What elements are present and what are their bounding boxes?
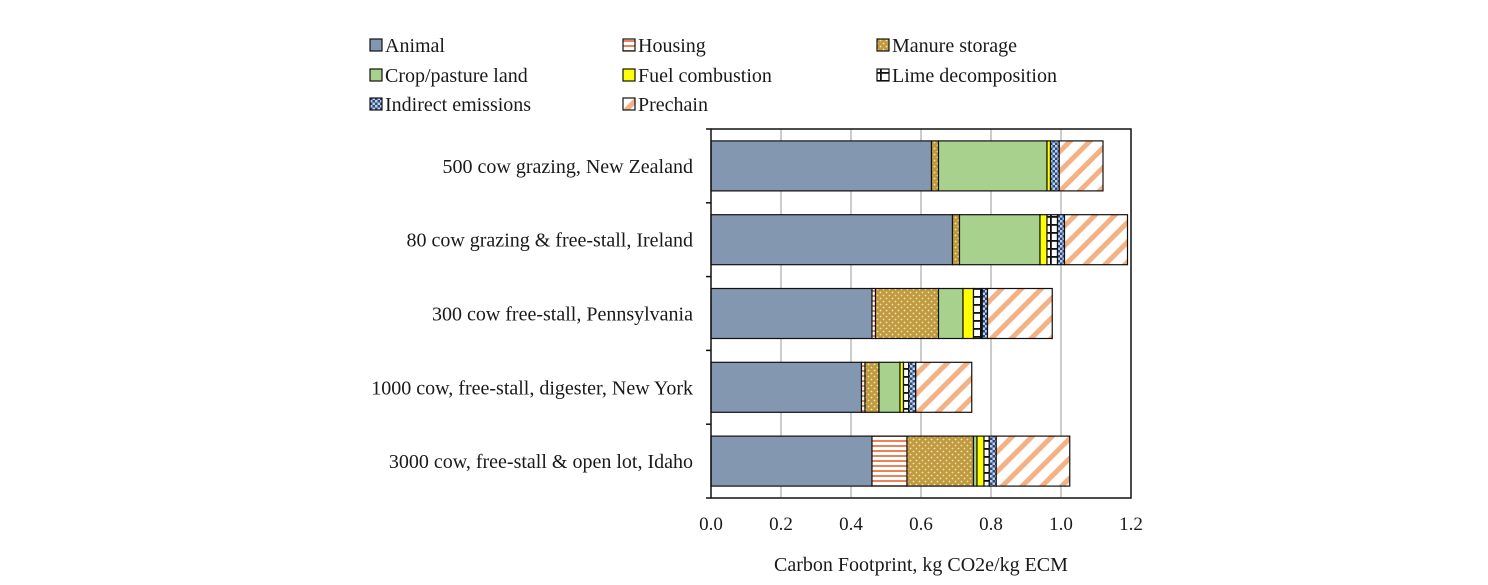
bar-segment-animal <box>710 214 954 266</box>
y-axis-ticks <box>706 128 711 499</box>
legend-swatch <box>876 68 890 82</box>
legend-item-housing: Housing <box>622 35 706 57</box>
category-label: 3000 cow, free-stall & open lot, Idaho <box>389 451 693 473</box>
x-tick-label: 0.8 <box>979 514 1003 535</box>
bar-segment-indirect-emissions <box>1049 140 1060 192</box>
legend-label: Fuel combustion <box>638 65 772 87</box>
legend-label: Prechain <box>638 94 708 116</box>
legend-label: Animal <box>385 35 445 57</box>
x-tick-label: 0.4 <box>839 514 863 535</box>
legend-label: Manure storage <box>892 35 1017 57</box>
x-tick-label: 1.2 <box>1119 514 1143 535</box>
category-label: 80 cow grazing & free-stall, Ireland <box>406 230 693 252</box>
legend-item-animal: Animal <box>369 35 445 57</box>
legend-swatch <box>622 68 636 82</box>
bar-segment-crop-pasture-land <box>878 361 901 413</box>
legend-swatch <box>369 38 383 52</box>
bar-segment-lime-decomposition <box>983 435 990 487</box>
bar-segment-animal <box>710 361 863 413</box>
legend-item-prechain: Prechain <box>622 94 708 116</box>
x-tick-label: 1.0 <box>1049 514 1073 535</box>
x-axis-title: Carbon Footprint, kg CO2e/kg ECM <box>774 554 1068 576</box>
legend-label: Housing <box>638 35 706 57</box>
category-label: 500 cow grazing, New Zealand <box>443 156 693 178</box>
bar-segment-fuel-combustion <box>976 435 985 487</box>
legend-swatch <box>622 38 636 52</box>
legend-label: Lime decomposition <box>892 65 1057 87</box>
bars <box>710 140 1129 487</box>
bar-segment-indirect-emissions <box>1056 214 1066 266</box>
legend-swatch <box>876 38 890 52</box>
bar-segment-animal <box>710 287 873 340</box>
legend-label: Crop/pasture land <box>385 65 528 87</box>
x-tick-label: 0.6 <box>909 514 933 535</box>
category-label: 1000 cow, free-stall, digester, New York <box>371 377 693 399</box>
bar-segment-animal <box>710 140 933 192</box>
bar-segment-animal <box>710 435 873 487</box>
bar-segment-indirect-emissions <box>988 435 997 487</box>
bar-segment-prechain <box>1058 140 1104 192</box>
category-labels: 500 cow grazing, New Zealand 80 cow grazi… <box>371 156 693 473</box>
legend-swatch <box>369 68 383 82</box>
legend-label: Indirect emissions <box>385 94 531 116</box>
bar-segment-manure-storage <box>930 140 940 192</box>
x-tick-label: 0.0 <box>699 514 723 535</box>
legend-item-lime-decomposition: Lime decomposition <box>876 65 1057 87</box>
legend-item-indirect-emissions: Indirect emissions <box>369 94 531 116</box>
bar-segment-manure-storage <box>874 287 940 340</box>
bar-segment-manure-storage <box>906 435 975 487</box>
bar-segment-housing <box>871 435 908 487</box>
category-label: 300 cow free-stall, Pennsylvania <box>432 304 693 326</box>
bar-segment-crop-pasture-land <box>937 287 964 340</box>
x-axis-ticks: 0.0 0.2 0.4 0.6 0.8 1.0 1.2 <box>699 514 1143 535</box>
legend-item-fuel-combustion: Fuel combustion <box>622 65 772 87</box>
bar-segment-prechain <box>915 361 973 413</box>
bar-segment-crop-pasture-land <box>937 140 1048 192</box>
bar-segment-prechain <box>986 287 1053 340</box>
plot-frame <box>710 128 1132 499</box>
legend-swatch <box>622 97 636 111</box>
bar-segment-manure-storage <box>864 361 880 413</box>
bar-segment-lime-decomposition <box>902 361 910 413</box>
legend-item-manure-storage: Manure storage <box>876 35 1017 57</box>
bar-segment-lime-decomposition <box>972 287 983 340</box>
legend-item-crop-pasture-land: Crop/pasture land <box>369 65 528 87</box>
legend: Animal Housing Manure storage Crop/pasture … <box>369 35 1057 116</box>
bar-segment-crop-pasture-land <box>958 214 1041 266</box>
bar-segment-indirect-emissions <box>981 287 989 340</box>
bar-segment-prechain <box>995 435 1071 487</box>
bar-segment-fuel-combustion <box>1039 214 1048 266</box>
x-tick-label: 0.2 <box>769 514 793 535</box>
bar-segment-prechain <box>1063 214 1129 266</box>
bar-segment-lime-decomposition <box>1046 214 1059 266</box>
legend-swatch <box>369 97 383 111</box>
bar-segment-fuel-combustion <box>962 287 975 340</box>
bar-segment-indirect-emissions <box>908 361 917 413</box>
bar-segment-manure-storage <box>951 214 961 266</box>
